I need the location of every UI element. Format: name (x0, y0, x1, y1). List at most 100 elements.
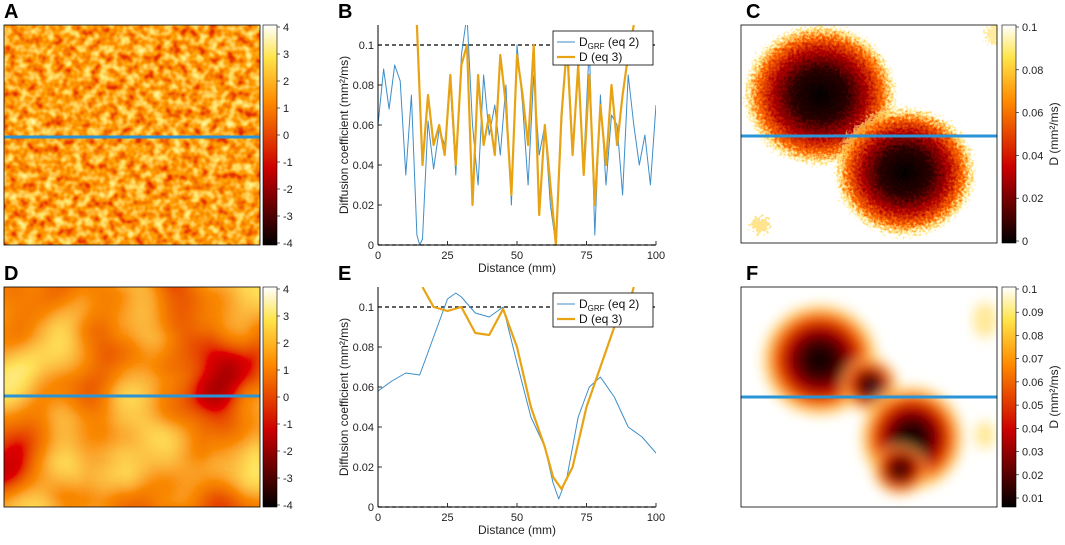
chart-e-x-tick-label: 0 (375, 512, 381, 524)
colorbar-label-f: D (mm²/ms) (1047, 365, 1061, 428)
colorbar-f-tick-label: 0.05 (1022, 400, 1043, 412)
colorbar-a-tick-label: 4 (283, 22, 289, 34)
panel-letter-d: D (4, 263, 18, 285)
panel-f: F 0.1 0.09 0.08 0.07 0.06 0.05 0.04 0.03 0.02 0.0… (740, 263, 1061, 508)
colorbar-f-tick-label: 0.06 (1022, 377, 1043, 389)
colorbar-f-tick-label: 0.03 (1022, 447, 1043, 459)
colorbar-f-tick-label: 0.04 (1022, 423, 1043, 435)
colorbar-a-tick-label: -1 (283, 157, 293, 169)
speckle-corner-c (985, 25, 997, 45)
chart-e-x-tick-label: 50 (511, 512, 523, 524)
chart-e-series-dgrf (378, 292, 656, 500)
chart-b-series-d (415, 25, 635, 245)
colorbar-a-tick-label: 2 (283, 76, 289, 88)
chart-b-y-tick-label: 0.04 (353, 160, 374, 172)
frame-f (740, 286, 998, 508)
colorbar-f-tick-label: 0.02 (1022, 470, 1043, 482)
colorbar-c-tick-label: 0.08 (1022, 65, 1043, 77)
panel-a: A 4 3 2 1 0 -1 -2 -3 -4 (3, 1, 293, 250)
chart-e-legend-label: D (eq 3) (579, 312, 622, 326)
colorbar-a-tick-label: -4 (283, 238, 293, 250)
chart-e-y-tick-label: 0.08 (353, 342, 374, 354)
colorbar-c-tick-label: 0.06 (1022, 108, 1043, 120)
chart-b: B 0 25 50 75 100 0 0.02 0.04 0.06 0.08 0.1 Distance… (337, 1, 665, 275)
chart-e-legend (552, 292, 654, 328)
colorbar-f-tick-label: 0.1 (1022, 284, 1037, 296)
chart-e-y-tick-label: 0.06 (353, 382, 374, 394)
colorbar-c-tick-label: 0.1 (1022, 22, 1037, 34)
colorbar-ticks-d: 4 3 2 1 0 -1 -2 -3 -4 (277, 284, 293, 512)
colorbar-f-tick-label: 0.09 (1022, 307, 1043, 319)
frame-a (3, 24, 261, 246)
colorbar-a-tick-label: 1 (283, 103, 289, 115)
panel-letter-e: E (338, 263, 351, 285)
chart-e-x-tick-label: 25 (441, 512, 453, 524)
chart-b-legend-label: D (eq 3) (579, 50, 622, 64)
colorbar-a-tick-label: 0 (283, 130, 289, 142)
frame-c (740, 24, 998, 244)
colorbar-d-tick-label: -1 (283, 419, 293, 431)
chart-b-x-tick-label: 50 (511, 250, 523, 262)
chart-b-x-axis-label: Distance (mm) (478, 261, 556, 275)
colorbar-d-tick-label: 0 (283, 392, 289, 404)
chart-b-y-tick-label: 0.06 (353, 120, 374, 132)
colorbar-d-tick-label: 3 (283, 311, 289, 323)
colorbar-ticks-a: 4 3 2 1 0 -1 -2 -3 -4 (277, 22, 293, 250)
panel-letter-b: B (338, 1, 352, 23)
colorbar-ticks-c: 0.1 0.08 0.06 0.04 0.02 0 (1016, 22, 1043, 248)
colorbar-d (262, 286, 278, 508)
chart-b-y-tick-label: 0 (368, 240, 374, 252)
colorbar-d-tick-label: 1 (283, 365, 289, 377)
chart-b-x-tick-label: 100 (647, 250, 665, 262)
chart-e-x-tick-label: 75 (580, 512, 592, 524)
speckled-blobs-c (742, 25, 997, 238)
colorbar-c-tick-label: 0.04 (1022, 150, 1043, 162)
colorbar-d-tick-label: -4 (283, 500, 293, 512)
blob-edge-top-f (973, 302, 997, 338)
panel-letter-c: C (746, 1, 760, 23)
colorbar-c-tick-label: 0.02 (1022, 193, 1043, 205)
colorbar-f-tick-label: 0.07 (1022, 354, 1043, 366)
blob-tail-f (870, 442, 930, 498)
chart-b-y-tick-label: 0.08 (353, 80, 374, 92)
chart-e-y-tick-label: 0.02 (353, 462, 374, 474)
chart-b-x-tick-label: 25 (441, 250, 453, 262)
colorbar-d-tick-label: -2 (283, 446, 293, 458)
chart-e-series-d (421, 287, 635, 491)
panel-c: C 0.1 0.08 0.06 0.04 0.02 0 D (mm²/ms) (740, 1, 1061, 248)
colorbar-f (1001, 286, 1017, 508)
frame-d (3, 286, 261, 508)
panel-letter-f: F (746, 263, 758, 285)
chart-e: E 0 25 50 75 100 0 0.02 0.04 0.06 0.08 0.1 Distance… (337, 263, 665, 537)
chart-e-x-tick-label: 100 (647, 512, 665, 524)
colorbar-f-tick-label: 0.08 (1022, 330, 1043, 342)
colorbar-label-c: D (mm²/ms) (1047, 102, 1061, 165)
chart-b-y-axis-label: Diffusion coefficient (mm²/ms) (337, 56, 351, 214)
panel-letter-a: A (4, 1, 18, 23)
colorbar-d-tick-label: 4 (283, 284, 289, 296)
colorbar-f-tick-label: 0.01 (1022, 493, 1043, 505)
chart-b-x-tick-label: 75 (580, 250, 592, 262)
colorbar-ticks-f: 0.1 0.09 0.08 0.07 0.06 0.05 0.04 0.03 0.02 0.01 (1016, 284, 1043, 505)
colorbar-c (1001, 24, 1017, 244)
colorbar-d-tick-label: -3 (283, 473, 293, 485)
colorbar-c-tick-label: 0 (1022, 236, 1028, 248)
colorbar-a-tick-label: -3 (283, 211, 293, 223)
blob-lower-c (833, 106, 977, 238)
colorbar-a-tick-label: -2 (283, 184, 293, 196)
chart-b-legend (552, 30, 654, 66)
smooth-blobs-f (758, 300, 997, 498)
chart-e-x-axis-label: Distance (mm) (478, 523, 556, 537)
chart-b-y-tick-label: 0.02 (353, 200, 374, 212)
colorbar-a (262, 24, 278, 246)
chart-e-y-tick-label: 0.1 (359, 302, 374, 314)
chart-e-y-tick-label: 0 (368, 502, 374, 514)
colorbar-d-tick-label: 2 (283, 338, 289, 350)
colorbar-a-tick-label: 3 (283, 49, 289, 61)
blob-edge-mid-f (975, 421, 995, 449)
panel-d: D 4 3 2 1 0 -1 -2 -3 -4 (3, 263, 293, 512)
speckle-bottom-c (750, 217, 770, 233)
random-field-a (4, 25, 260, 245)
chart-e-y-tick-label: 0.04 (353, 422, 374, 434)
